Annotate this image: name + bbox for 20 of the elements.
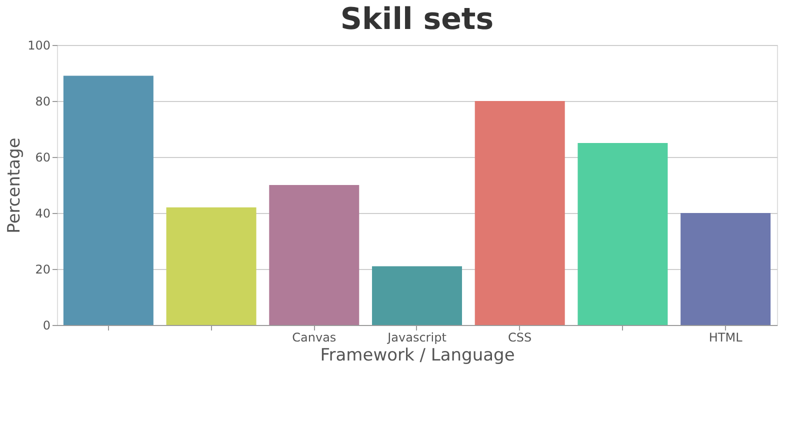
y-axis-title: Percentage xyxy=(4,138,25,234)
chart-title: Skill sets xyxy=(340,2,494,37)
x-tick-label: CSS xyxy=(508,330,532,344)
bar xyxy=(578,143,668,325)
y-tick-label: 0 xyxy=(42,318,50,332)
x-axis-title: Framework / Language xyxy=(320,346,515,366)
bar xyxy=(680,213,771,325)
bar xyxy=(63,76,154,325)
y-tick-label: 60 xyxy=(35,150,50,164)
bar xyxy=(166,207,256,325)
bar xyxy=(372,266,462,325)
y-tick-label: 100 xyxy=(28,38,50,52)
x-tick-label: Javascript xyxy=(386,330,447,344)
bar xyxy=(474,101,565,325)
y-tick-label: 80 xyxy=(35,94,50,108)
y-tick-label: 40 xyxy=(35,206,50,220)
bar xyxy=(269,185,360,325)
x-tick-label: Canvas xyxy=(292,330,336,344)
x-tick-label: HTML xyxy=(708,330,743,344)
y-tick-label: 20 xyxy=(35,262,50,276)
